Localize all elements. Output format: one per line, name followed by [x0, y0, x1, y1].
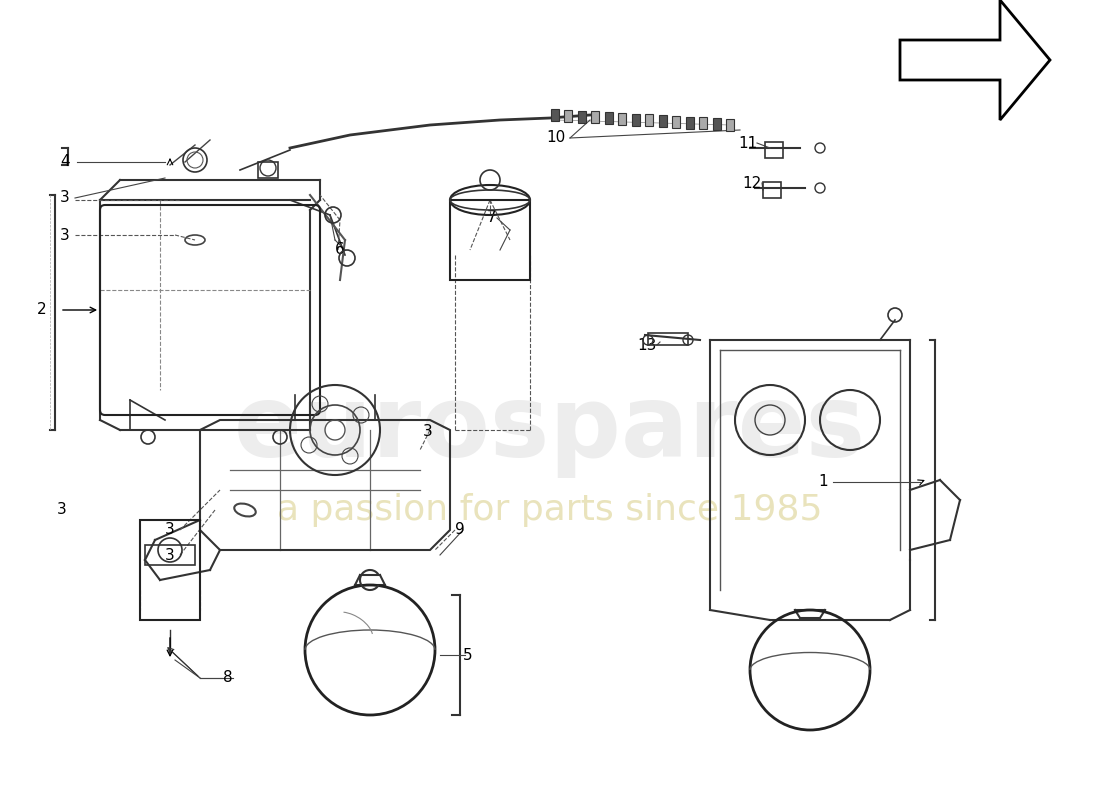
Text: 3: 3 — [424, 425, 433, 439]
Text: 2: 2 — [37, 302, 47, 318]
Bar — [659, 115, 667, 127]
Text: eurospares: eurospares — [234, 382, 866, 478]
Text: 13: 13 — [637, 338, 657, 353]
Bar — [551, 109, 559, 121]
Bar — [646, 114, 653, 126]
Bar — [592, 111, 600, 123]
Text: 3: 3 — [60, 190, 70, 206]
Bar — [713, 118, 721, 130]
Text: 5: 5 — [463, 647, 473, 662]
Text: 4: 4 — [60, 154, 69, 170]
Bar — [618, 113, 626, 125]
Text: 12: 12 — [742, 175, 761, 190]
Text: 3: 3 — [165, 522, 175, 538]
Bar — [450, 200, 530, 280]
Bar — [145, 545, 195, 565]
Bar — [764, 142, 783, 158]
Text: 10: 10 — [547, 130, 565, 146]
Text: 9: 9 — [455, 522, 465, 538]
Text: 1: 1 — [818, 474, 828, 490]
Bar — [140, 520, 200, 620]
Bar — [564, 110, 572, 122]
Bar — [726, 119, 734, 131]
Bar — [578, 110, 586, 122]
Text: 7: 7 — [487, 210, 497, 226]
Text: 11: 11 — [738, 135, 758, 150]
Bar — [605, 112, 613, 124]
Text: 8: 8 — [223, 670, 233, 686]
Text: 3: 3 — [165, 547, 175, 562]
Bar — [685, 117, 694, 129]
Bar — [648, 333, 688, 345]
Bar — [763, 182, 781, 198]
Bar — [700, 118, 707, 130]
Text: 3: 3 — [57, 502, 67, 518]
Text: 6: 6 — [336, 242, 345, 258]
Bar — [631, 114, 640, 126]
Text: 3: 3 — [60, 227, 70, 242]
Text: a passion for parts since 1985: a passion for parts since 1985 — [277, 493, 823, 527]
Bar — [672, 116, 680, 128]
Bar — [258, 162, 278, 178]
